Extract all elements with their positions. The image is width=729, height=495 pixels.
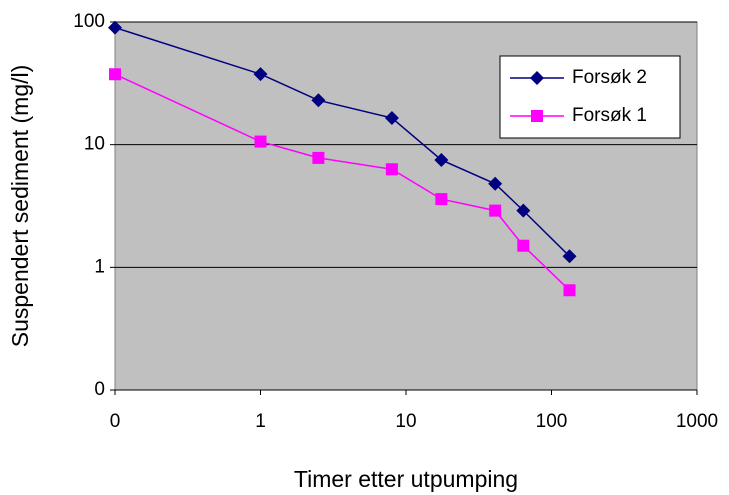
point	[489, 204, 502, 217]
point	[254, 135, 267, 148]
legend: Forsøk 2 Forsøk 1	[499, 55, 681, 139]
x-tick-label: 0	[110, 411, 121, 432]
point	[517, 239, 530, 252]
legend-box	[499, 55, 681, 139]
legend-marker	[531, 110, 543, 122]
point	[385, 163, 398, 176]
point	[311, 93, 326, 108]
x-tick-label: 1000	[676, 411, 718, 432]
point	[312, 151, 325, 164]
x-axis-title: Timer etter utpumping	[294, 466, 518, 492]
x-tick-label: 100	[536, 411, 568, 432]
y-tick-label: 100	[73, 11, 105, 32]
point	[516, 203, 531, 218]
series-line	[114, 26, 571, 257]
point	[434, 152, 449, 167]
x-tick-label: 1	[255, 411, 266, 432]
legend-label: Forsøk 2	[572, 67, 647, 88]
legend-marker	[530, 71, 544, 85]
point	[488, 176, 503, 191]
point	[109, 68, 121, 81]
point	[435, 193, 448, 206]
point	[563, 284, 576, 297]
point	[562, 249, 577, 264]
point	[108, 20, 122, 35]
legend-label: Forsøk 1	[572, 105, 647, 126]
y-tick-label: 0	[94, 379, 105, 400]
point	[384, 110, 399, 125]
point	[253, 67, 268, 82]
x-tick-label: 10	[395, 411, 416, 432]
y-axis-title: Suspendert sediment (mg/l)	[7, 65, 33, 348]
y-tick-label: 10	[84, 134, 105, 155]
y-tick-label: 1	[94, 256, 105, 277]
